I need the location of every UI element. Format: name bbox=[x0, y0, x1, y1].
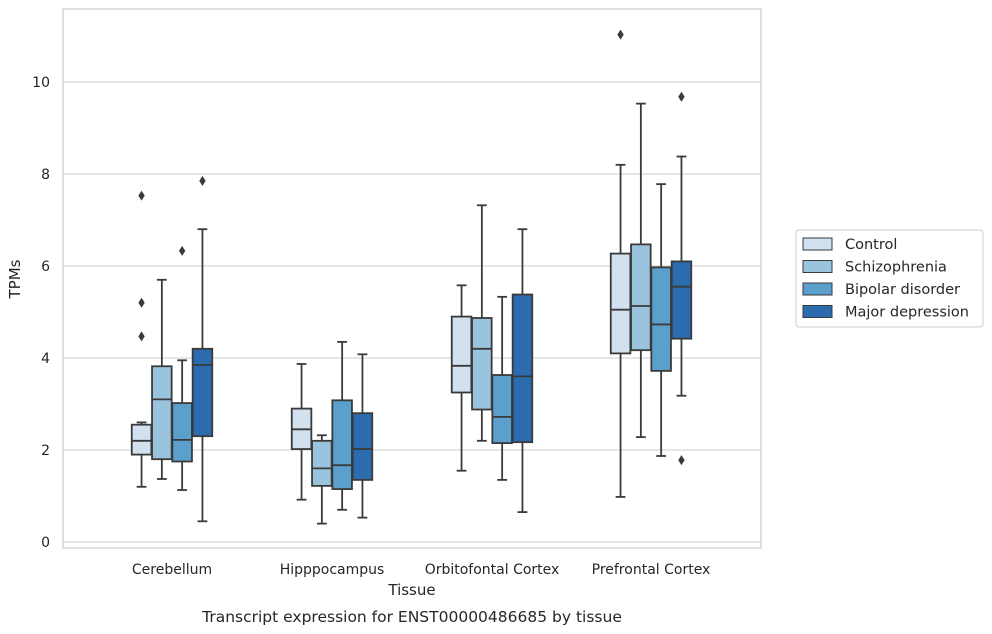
legend-swatch bbox=[802, 282, 833, 296]
series-bipolar-disorder bbox=[171, 183, 672, 511]
legend-swatch bbox=[802, 260, 833, 273]
legend-label: Schizophrenia bbox=[845, 260, 947, 276]
outlier-marker bbox=[678, 455, 685, 466]
y-tick-label: 4 bbox=[41, 351, 50, 367]
x-tick-label: Cerebellum bbox=[132, 562, 212, 578]
y-tick-label: 10 bbox=[32, 75, 50, 91]
outlier-marker bbox=[178, 245, 186, 256]
outlier-marker bbox=[199, 175, 206, 186]
box bbox=[351, 412, 374, 481]
box bbox=[130, 423, 153, 456]
outlier-marker bbox=[138, 297, 145, 308]
plot-area-frame bbox=[62, 8, 762, 549]
outlier-marker bbox=[678, 91, 685, 102]
x-axis-ticks: Cerebellum Hipppocampus Orbitofontal Corte… bbox=[132, 562, 710, 578]
box bbox=[450, 315, 473, 394]
y-axis-title: TPMs bbox=[6, 259, 24, 299]
series-schizophrenia bbox=[151, 102, 652, 525]
outlier-marker bbox=[617, 29, 624, 40]
box-series bbox=[130, 29, 693, 525]
x-tick-label: Hipppocampus bbox=[280, 562, 385, 578]
box bbox=[630, 243, 652, 352]
y-tick-label: 8 bbox=[41, 167, 50, 183]
box bbox=[511, 293, 534, 444]
box bbox=[171, 402, 193, 463]
box bbox=[471, 317, 493, 411]
series-control bbox=[130, 29, 632, 501]
outlier-marker bbox=[138, 190, 145, 201]
box bbox=[191, 347, 214, 438]
legend-items: Control Schizophrenia Bipolar disorder Majo… bbox=[802, 237, 969, 321]
box bbox=[151, 365, 173, 461]
legend: Control Schizophrenia Bipolar disorder Majo… bbox=[795, 229, 984, 328]
x-axis-title: Tissue bbox=[387, 581, 435, 599]
box bbox=[650, 266, 672, 372]
outlier-marker bbox=[138, 331, 145, 342]
chart-caption: Transcript expression for ENST0000048668… bbox=[201, 608, 622, 626]
x-tick-label: Prefrontal Cortex bbox=[592, 562, 711, 578]
y-tick-label: 6 bbox=[41, 259, 50, 275]
y-tick-label: 2 bbox=[41, 443, 50, 459]
legend-frame bbox=[795, 229, 984, 328]
y-tick-label: 0 bbox=[41, 535, 50, 551]
series-major-depression bbox=[191, 91, 693, 523]
box bbox=[491, 374, 513, 444]
legend-swatch bbox=[802, 237, 833, 251]
box bbox=[609, 252, 632, 355]
x-tick-label: Orbitofontal Cortex bbox=[425, 562, 560, 578]
legend-label: Control bbox=[845, 237, 897, 253]
legend-label: Major depression bbox=[845, 305, 969, 321]
legend-label: Bipolar disorder bbox=[845, 282, 960, 298]
box bbox=[331, 399, 353, 491]
legend-swatch bbox=[802, 305, 833, 318]
box bbox=[311, 439, 333, 487]
box bbox=[670, 260, 693, 340]
y-axis-ticks: 0 2 4 6 8 10 bbox=[32, 75, 50, 551]
